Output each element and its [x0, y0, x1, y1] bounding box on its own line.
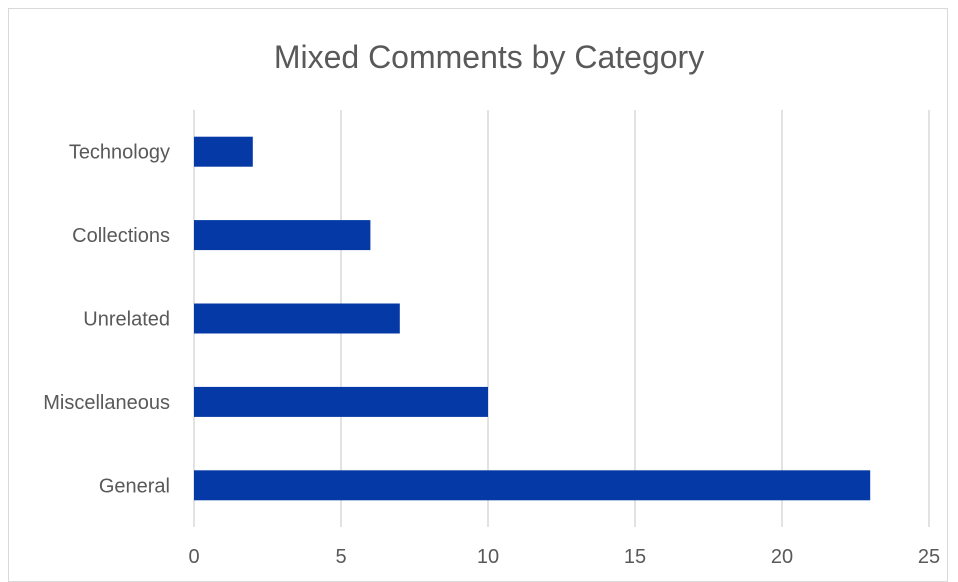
- category-labels: General Miscellaneous Unrelated Collections…: [43, 142, 170, 498]
- bar-general: [194, 470, 871, 501]
- category-label-technology: Technology: [69, 142, 170, 164]
- bar-unrelated: [194, 303, 400, 334]
- bar-technology: [194, 136, 253, 167]
- category-label-collections: Collections: [72, 225, 170, 247]
- x-tick-label-25: 25: [918, 546, 940, 568]
- category-label-unrelated: Unrelated: [83, 309, 170, 331]
- category-label-general: General: [99, 475, 170, 497]
- gridlines: [193, 110, 930, 527]
- bar-collections: [194, 220, 371, 251]
- x-tick-label-15: 15: [624, 546, 646, 568]
- x-tick-label-10: 10: [477, 546, 499, 568]
- x-tick-label-0: 0: [188, 546, 199, 568]
- bars: [194, 136, 871, 501]
- x-tick-label-5: 5: [335, 546, 346, 568]
- chart-title: Mixed Comments by Category: [274, 39, 704, 75]
- x-axis-tick-labels: 0 5 10 15 20 25: [188, 546, 940, 568]
- x-tick-label-20: 20: [771, 546, 793, 568]
- category-label-miscellaneous: Miscellaneous: [43, 392, 170, 414]
- bar-miscellaneous: [194, 386, 488, 417]
